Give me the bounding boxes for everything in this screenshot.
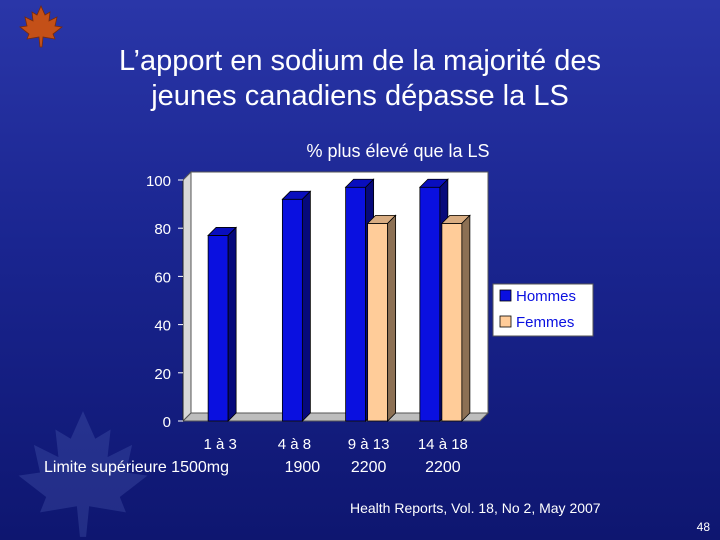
legend-swatch-hommes [499, 289, 512, 302]
y-tick-label: 60 [154, 269, 171, 286]
x-tick-label: 4 à 8 [278, 436, 311, 453]
bar-hommes-2 [281, 198, 303, 422]
plot-side-wall [182, 170, 192, 423]
bar-hommes-1 [207, 235, 229, 422]
bar-hommes-4 [419, 186, 441, 422]
x-tick-label: 14 à 18 [418, 436, 468, 453]
legend-label-hommes: Hommes [516, 288, 576, 305]
limit-row-value: 2200 [425, 459, 461, 476]
bar-femmes-4 [441, 222, 463, 422]
page-number: 48 [696, 520, 710, 534]
legend-swatch-femmes [499, 315, 512, 328]
bar-side-femmes-3 [387, 214, 397, 422]
legend-label-femmes: Femmes [516, 314, 574, 331]
chart-subtitle: % plus élevé que la LS [306, 141, 489, 161]
x-tick-label: 1 à 3 [203, 436, 236, 453]
bar-femmes-3 [367, 222, 389, 422]
y-tick-label: 80 [154, 221, 171, 238]
limit-row-value: 1900 [285, 459, 321, 476]
limit-row-value: 2200 [351, 459, 387, 476]
slide-title: L’apport en sodium de la majorité des je… [118, 45, 601, 112]
maple-leaf-watermark-icon [18, 411, 148, 537]
y-tick-label: 100 [146, 173, 171, 190]
limit-row-label: Limite supérieure 1500mg [44, 459, 229, 476]
bar-hommes-3 [345, 186, 367, 422]
bar-side-hommes-1 [227, 226, 237, 422]
source-citation: Health Reports, Vol. 18, No 2, May 2007 [350, 500, 601, 516]
y-tick-label: 20 [154, 366, 171, 383]
bar-side-femmes-4 [461, 214, 471, 422]
y-tick-label: 40 [154, 318, 171, 335]
maple-leaf-logo-icon [19, 5, 63, 48]
bar-side-hommes-2 [301, 190, 311, 422]
y-tick-label: 0 [163, 414, 171, 431]
x-tick-label: 9 à 13 [348, 436, 390, 453]
